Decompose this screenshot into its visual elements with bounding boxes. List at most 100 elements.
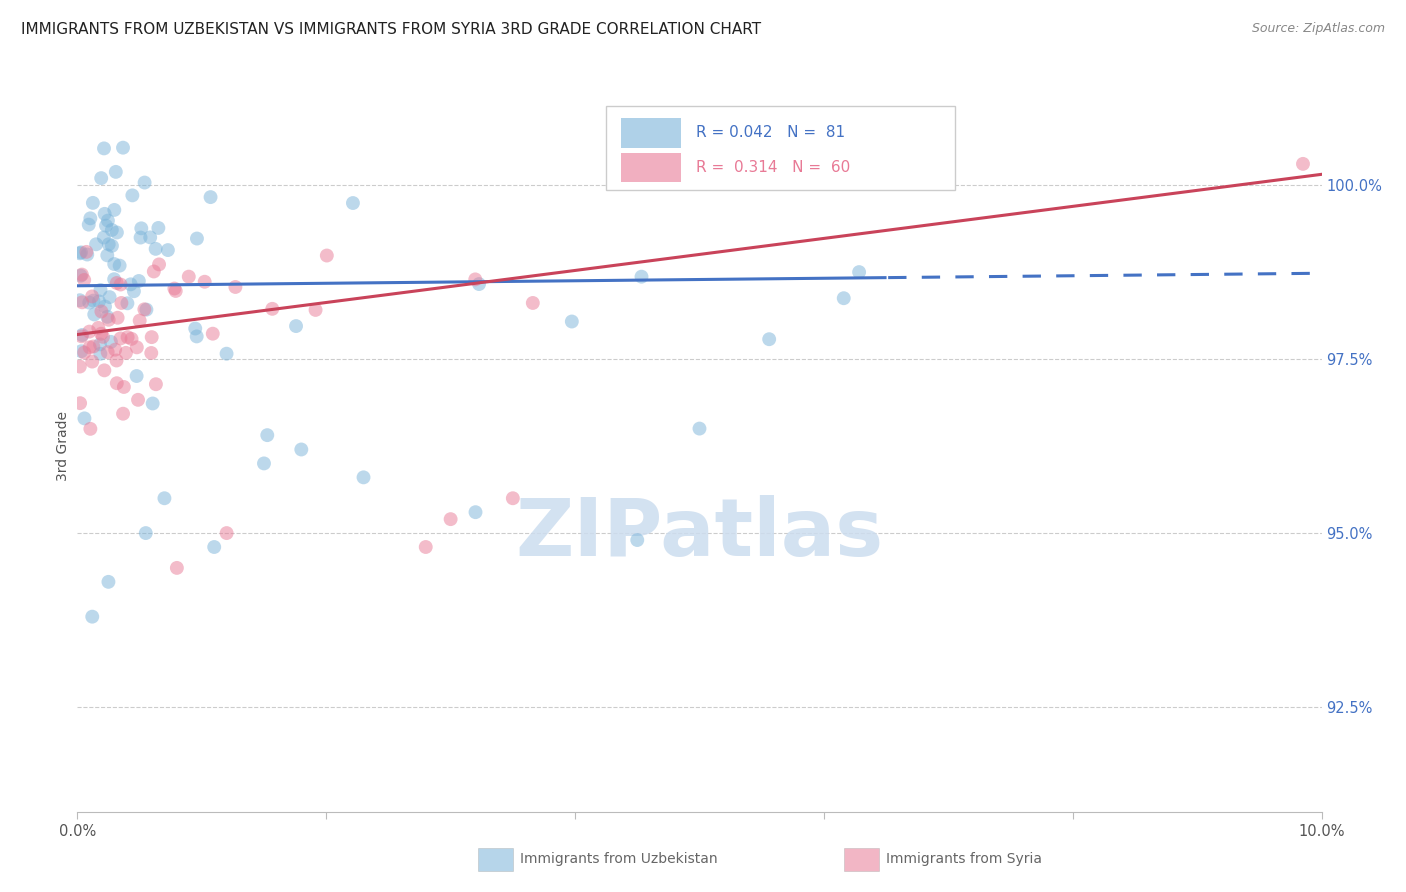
- Point: [70, 295, 93, 310]
- Point: [148, 221, 170, 235]
- Point: [502, 491, 524, 506]
- Point: [79, 340, 101, 354]
- Point: [134, 176, 156, 190]
- Point: [215, 526, 238, 541]
- Point: [464, 272, 486, 286]
- Text: Immigrants from Uzbekistan: Immigrants from Uzbekistan: [520, 852, 718, 866]
- Point: [841, 157, 863, 171]
- Point: [94, 219, 117, 233]
- Point: [184, 321, 207, 335]
- Point: [201, 326, 224, 341]
- Point: [156, 243, 179, 257]
- Point: [630, 269, 652, 284]
- Point: [200, 190, 222, 204]
- Point: [163, 281, 186, 295]
- Point: [304, 302, 326, 317]
- Point: [353, 470, 375, 484]
- Point: [131, 221, 153, 235]
- Point: [139, 230, 162, 244]
- Point: [117, 330, 139, 344]
- Point: [129, 230, 152, 244]
- Point: [110, 296, 132, 310]
- Point: [145, 377, 167, 392]
- Point: [73, 411, 96, 425]
- Point: [202, 540, 225, 554]
- Point: [69, 293, 91, 308]
- Point: [70, 268, 93, 282]
- Point: [561, 314, 583, 328]
- Point: [90, 326, 112, 341]
- Point: [82, 354, 104, 368]
- Point: [90, 171, 112, 186]
- Point: [111, 141, 134, 155]
- Point: [91, 330, 114, 344]
- Point: [626, 533, 648, 547]
- Point: [108, 259, 131, 273]
- Point: [70, 245, 93, 260]
- Point: [262, 301, 284, 316]
- Point: [70, 344, 93, 359]
- Point: [97, 213, 120, 227]
- Point: [69, 359, 91, 374]
- Point: [117, 296, 139, 310]
- Point: [77, 295, 100, 310]
- Point: [522, 296, 544, 310]
- Point: [100, 334, 122, 349]
- Text: ZIPatlas: ZIPatlas: [516, 495, 883, 573]
- Point: [832, 291, 855, 305]
- Point: [148, 257, 170, 271]
- Point: [73, 345, 96, 359]
- Point: [253, 457, 276, 471]
- Text: Source: ZipAtlas.com: Source: ZipAtlas.com: [1251, 22, 1385, 36]
- Point: [104, 343, 127, 357]
- Point: [93, 207, 115, 221]
- Point: [107, 310, 129, 325]
- Point: [77, 218, 100, 232]
- Point: [125, 340, 148, 354]
- Point: [82, 195, 104, 210]
- Point: [135, 302, 157, 317]
- Point: [848, 265, 870, 279]
- Point: [93, 230, 115, 244]
- Point: [689, 421, 711, 435]
- Point: [87, 294, 110, 309]
- Point: [186, 329, 208, 343]
- Y-axis label: 3rd Grade: 3rd Grade: [56, 411, 70, 481]
- Point: [103, 272, 125, 286]
- Point: [127, 392, 149, 407]
- Point: [89, 347, 111, 361]
- Point: [415, 540, 437, 554]
- Point: [256, 428, 278, 442]
- Point: [79, 211, 101, 226]
- Point: [97, 345, 120, 359]
- Point: [98, 290, 121, 304]
- Point: [290, 442, 312, 457]
- Point: [84, 237, 107, 252]
- Point: [141, 346, 163, 360]
- Point: [110, 277, 132, 292]
- Point: [105, 226, 128, 240]
- Point: [121, 332, 143, 346]
- Point: [104, 165, 127, 179]
- Point: [82, 609, 104, 624]
- Point: [141, 330, 163, 344]
- Point: [96, 310, 118, 324]
- Text: IMMIGRANTS FROM UZBEKISTAN VS IMMIGRANTS FROM SYRIA 3RD GRADE CORRELATION CHART: IMMIGRANTS FROM UZBEKISTAN VS IMMIGRANTS…: [21, 22, 761, 37]
- Point: [103, 257, 125, 271]
- Point: [142, 396, 165, 410]
- Point: [285, 319, 308, 334]
- Point: [122, 284, 145, 298]
- Point: [121, 188, 143, 202]
- Point: [105, 353, 128, 368]
- Point: [97, 574, 120, 589]
- Point: [90, 304, 112, 318]
- Point: [468, 277, 491, 291]
- Point: [105, 376, 128, 391]
- Point: [69, 396, 91, 410]
- Point: [120, 277, 142, 292]
- Point: [128, 274, 150, 288]
- Point: [135, 526, 157, 541]
- Point: [87, 321, 110, 335]
- Point: [75, 244, 97, 259]
- Point: [194, 275, 217, 289]
